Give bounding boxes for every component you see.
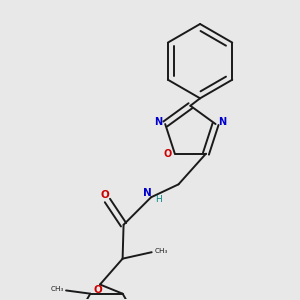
Text: H: H	[155, 195, 161, 204]
Text: N: N	[219, 117, 227, 128]
Text: O: O	[100, 190, 109, 200]
Text: N: N	[154, 117, 162, 128]
Text: O: O	[94, 285, 103, 295]
Text: O: O	[164, 149, 172, 159]
Text: N: N	[143, 188, 152, 198]
Text: CH₃: CH₃	[51, 286, 64, 292]
Text: CH₃: CH₃	[154, 248, 168, 254]
